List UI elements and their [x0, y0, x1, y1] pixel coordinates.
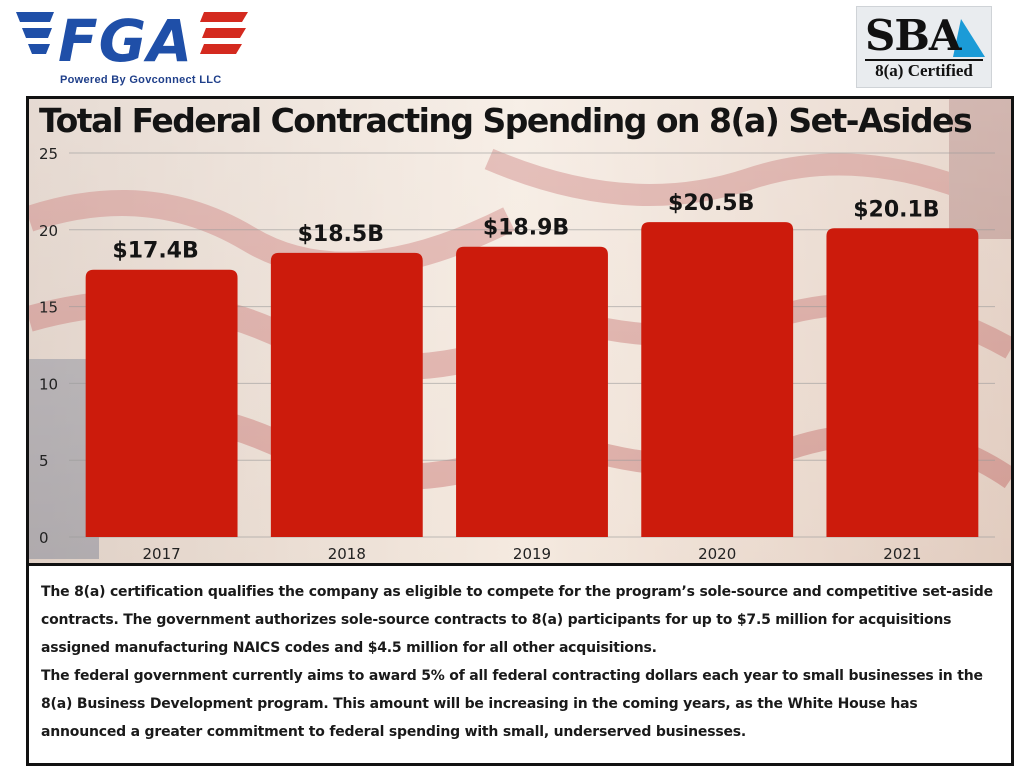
data-label: $18.9B	[483, 216, 569, 241]
x-tick-label: 2020	[698, 545, 736, 563]
bar-chart: 0 5 10 15 20 25 $17.4B $18.5B $18.9B $20.5B $20.1…	[39, 145, 995, 563]
bar-2021	[826, 228, 979, 537]
bar-2017	[85, 269, 238, 537]
bars	[85, 222, 979, 538]
sba-triangle-icon	[953, 19, 985, 57]
sba-logo: SBA 8(a) Certified	[856, 6, 992, 88]
x-tick-label: 2019	[513, 545, 551, 563]
sba-divider	[865, 59, 983, 61]
flag-stripes-icon	[16, 12, 248, 54]
fga-tagline: Powered By Govconnect LLC	[60, 74, 222, 86]
y-tick-label: 5	[39, 452, 49, 470]
description-panel: The 8(a) certification qualifies the com…	[26, 566, 1014, 766]
bar-2018	[270, 252, 423, 537]
sba-wordmark: SBA	[865, 11, 961, 60]
data-label: $20.5B	[668, 191, 754, 216]
y-tick-label: 25	[39, 145, 58, 163]
chart-panel: Total Federal Contracting Spending on 8(…	[26, 96, 1014, 566]
x-tick-label: 2018	[328, 545, 366, 563]
data-label: $18.5B	[298, 222, 384, 247]
fga-wordmark: FGA	[58, 7, 194, 75]
data-labels: $17.4B $18.5B $18.9B $20.5B $20.1B	[112, 191, 939, 264]
y-axis-ticks: 0 5 10 15 20 25	[39, 145, 58, 547]
chart-title: Total Federal Contracting Spending on 8(…	[39, 101, 973, 140]
y-tick-label: 15	[39, 299, 58, 317]
y-tick-label: 10	[39, 375, 58, 393]
x-axis-ticks: 2017 2018 2019 2020 2021	[143, 545, 922, 563]
x-tick-label: 2021	[883, 545, 921, 563]
description-paragraph-1: The 8(a) certification qualifies the com…	[41, 584, 993, 656]
bar-2020	[641, 222, 794, 537]
fga-logo: FGA Powered By Govconnect LLC	[14, 8, 250, 92]
data-label: $20.1B	[853, 197, 939, 222]
y-tick-label: 20	[39, 222, 58, 240]
bar-2019	[456, 246, 608, 538]
x-tick-label: 2017	[143, 545, 181, 563]
y-tick-label: 0	[39, 529, 49, 547]
description-paragraph-2: The federal government currently aims to…	[41, 668, 983, 740]
sba-certified-badge: 8(a) Certified	[875, 61, 973, 80]
data-label: $17.4B	[112, 239, 198, 264]
